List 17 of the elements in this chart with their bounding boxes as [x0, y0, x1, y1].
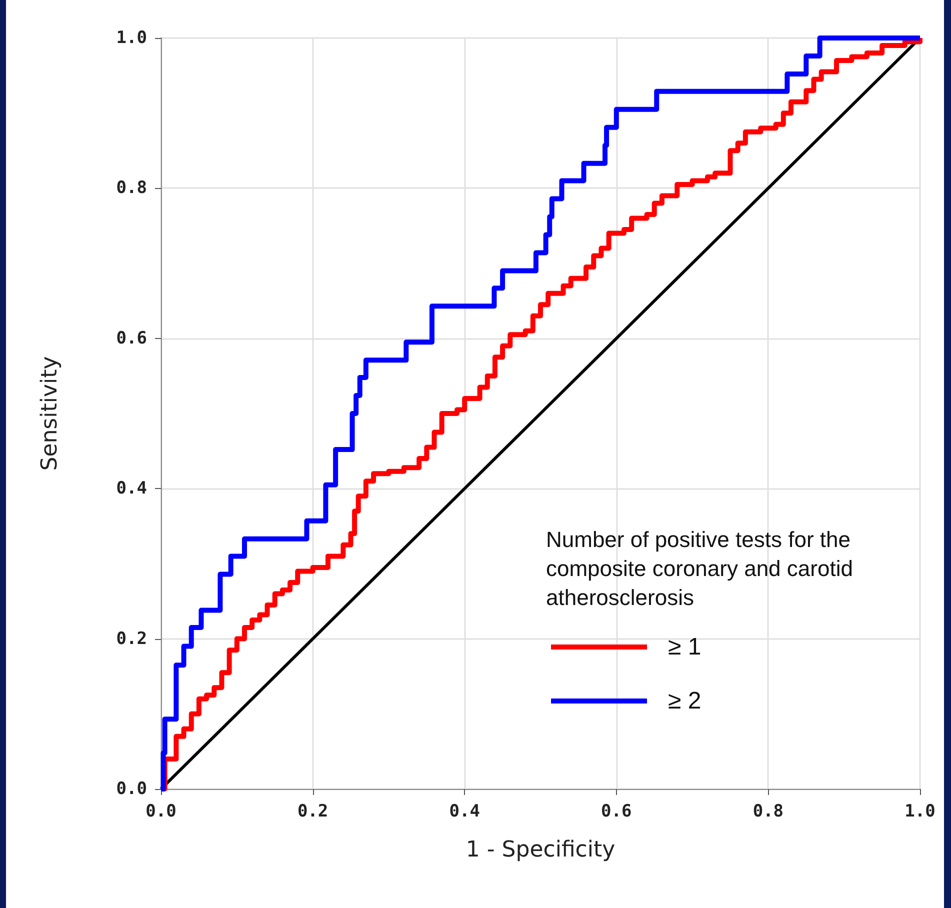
y-tick-label: 0.0 — [116, 779, 147, 799]
x-tick-label: 0.4 — [449, 802, 480, 822]
y-tick-label: 0.2 — [116, 628, 147, 649]
x-tick-label: 0.8 — [752, 802, 784, 822]
legend-label: ≥ 1 — [668, 634, 702, 660]
legend-label: ≥ 2 — [668, 688, 702, 714]
y-axis-title: Sensitivity — [38, 356, 62, 471]
legend-title: Number of positive tests for the composite coronary and carotid atherosclerosis — [546, 527, 860, 610]
x-tick-label: 1.0 — [904, 802, 936, 822]
x-tick-label: 0.0 — [146, 802, 176, 822]
y-tick-label: 0.6 — [116, 328, 147, 348]
y-tick-label: 1.0 — [116, 28, 147, 48]
y-tick-label: 0.4 — [116, 478, 147, 499]
x-tick-label: 0.6 — [601, 802, 632, 822]
y-tick-label: 0.8 — [116, 178, 147, 198]
x-tick-label: 0.2 — [297, 802, 328, 822]
x-axis-title: 1 - Specificity — [466, 838, 616, 862]
